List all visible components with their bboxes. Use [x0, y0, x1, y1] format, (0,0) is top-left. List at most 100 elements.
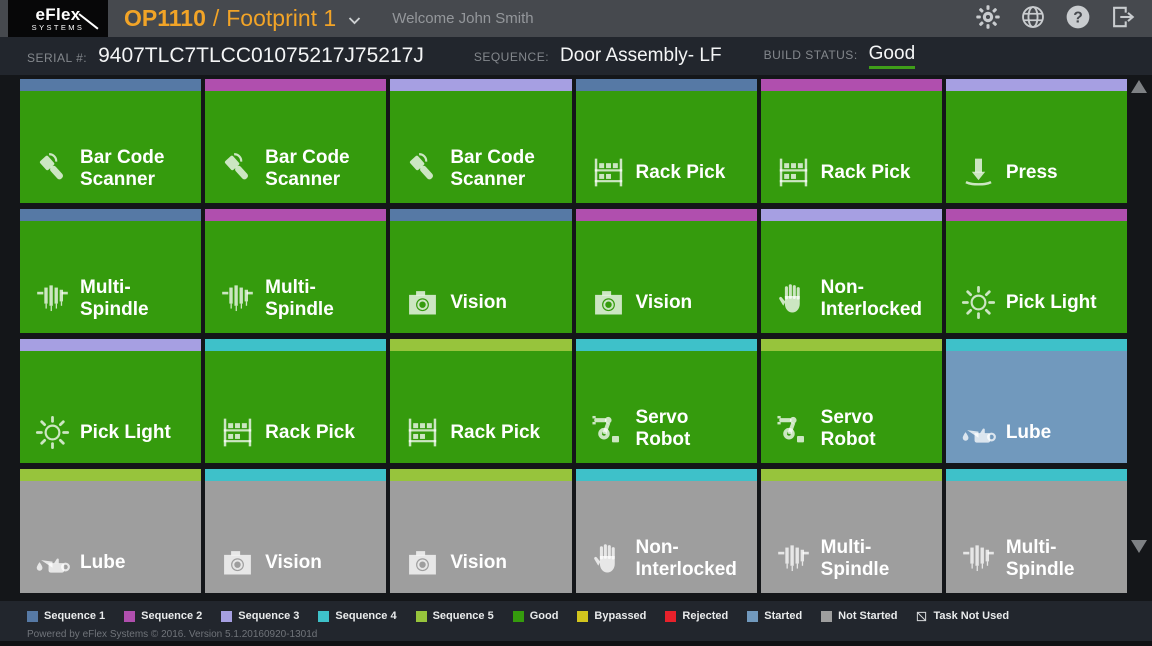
press-icon	[961, 155, 996, 190]
servo-robot-icon	[776, 411, 811, 446]
task-tile[interactable]: Rack Pick	[390, 339, 572, 463]
tile-label: Multi- Spindle	[820, 537, 890, 580]
logout-icon	[1110, 4, 1136, 33]
tile-sequence-stripe	[205, 209, 387, 221]
legend-item: Sequence 4	[318, 610, 397, 622]
tile-content: Rack Pick	[591, 155, 726, 190]
main-area: Bar Code Scanner Bar Code Scanner Bar Co…	[0, 75, 1152, 601]
task-tile[interactable]: Bar Code Scanner	[205, 79, 387, 203]
task-tile[interactable]: Vision	[390, 469, 572, 593]
tile-sequence-stripe	[205, 79, 387, 91]
legend-item: Started	[747, 610, 802, 622]
logout-button[interactable]	[1110, 6, 1136, 32]
non-interlocked-icon	[776, 281, 811, 316]
task-tile[interactable]: Bar Code Scanner	[390, 79, 572, 203]
task-tile[interactable]: Lube	[20, 469, 202, 593]
tile-sequence-stripe	[390, 339, 572, 351]
legend-item: Sequence 5	[415, 610, 494, 622]
task-tile[interactable]: Rack Pick	[760, 79, 942, 203]
tile-label: Press	[1005, 161, 1058, 183]
barcode-scanner-icon	[405, 151, 440, 186]
legend-label: Bypassed	[594, 610, 647, 622]
tile-label: Rack Pick	[265, 421, 355, 443]
help-icon: ?	[1065, 4, 1091, 33]
tile-content: Non- Interlocked	[776, 277, 922, 320]
tile-sequence-stripe	[205, 339, 387, 351]
legend-swatch	[577, 610, 589, 622]
tile-content: Vision	[591, 285, 693, 320]
task-tile[interactable]: Multi- Spindle	[945, 469, 1127, 593]
help-button[interactable]: ?	[1065, 4, 1091, 33]
svg-text:?: ?	[1073, 9, 1083, 26]
legend-label: Good	[529, 610, 559, 622]
task-tile[interactable]: Lube	[945, 339, 1127, 463]
tile-sequence-stripe	[575, 469, 757, 481]
task-not-used-icon	[916, 611, 927, 622]
tile-label: Bar Code Scanner	[450, 147, 535, 190]
header-icons: ?	[975, 4, 1136, 33]
task-tile[interactable]: Servo Robot	[760, 339, 942, 463]
task-tile[interactable]: Vision	[575, 209, 757, 333]
tile-sequence-stripe	[390, 79, 572, 91]
tile-label: Pick Light	[1005, 291, 1097, 313]
tile-sequence-stripe	[575, 79, 757, 91]
tile-content: Non- Interlocked	[591, 537, 737, 580]
task-tile[interactable]: Multi- Spindle	[20, 209, 202, 333]
header: eFlex SYSTEMS OP1110 / Footprint 1 Welco…	[0, 0, 1152, 37]
task-tile[interactable]: Rack Pick	[575, 79, 757, 203]
legend-swatch	[747, 610, 759, 622]
language-button[interactable]	[1020, 6, 1046, 32]
footprint-name: Footprint 1	[226, 5, 337, 31]
task-tile[interactable]: Rack Pick	[205, 339, 387, 463]
multi-spindle-icon	[776, 541, 811, 576]
task-tile[interactable]: Bar Code Scanner	[20, 79, 202, 203]
rack-pick-icon	[220, 415, 255, 450]
non-interlocked-icon	[591, 541, 626, 576]
tile-label: Pick Light	[80, 421, 171, 443]
legend-item: Sequence 1	[27, 610, 105, 622]
tile-content: Bar Code Scanner	[220, 147, 350, 190]
task-tile[interactable]: Non- Interlocked	[760, 209, 942, 333]
legend-item: Rejected	[665, 610, 728, 622]
tile-label: Vision	[635, 291, 693, 313]
task-tile[interactable]: Servo Robot	[575, 339, 757, 463]
task-tile[interactable]: Pick Light	[20, 339, 202, 463]
legend-item: Sequence 3	[221, 610, 299, 622]
task-tile[interactable]: Pick Light	[945, 209, 1127, 333]
station-selector[interactable]: OP1110 / Footprint 1	[124, 5, 362, 32]
tile-label: Lube	[80, 551, 126, 573]
lube-icon	[35, 545, 70, 580]
build-status-label: BUILD STATUS:	[763, 48, 858, 62]
tile-sequence-stripe	[945, 79, 1127, 91]
serial-group: SERIAL #: 9407TLC7TLCC01075217J75217J	[27, 44, 424, 68]
tile-sequence-stripe	[575, 209, 757, 221]
welcome-text: Welcome John Smith	[392, 10, 534, 27]
legend-swatch	[415, 610, 427, 622]
task-tile[interactable]: Vision	[390, 209, 572, 333]
tile-content: Vision	[405, 285, 507, 320]
scroll-rail	[1127, 79, 1152, 601]
legend-item: Sequence 2	[124, 610, 202, 622]
legend-swatch	[221, 610, 233, 622]
settings-button[interactable]	[975, 5, 1001, 32]
lube-icon	[961, 415, 996, 450]
tile-sequence-stripe	[760, 79, 942, 91]
logo-subtext: SYSTEMS	[31, 22, 85, 32]
task-tile[interactable]: Multi- Spindle	[760, 469, 942, 593]
tile-label: Rack Pick	[635, 161, 726, 183]
tile-content: Vision	[220, 545, 322, 580]
sequence-label: SEQUENCE:	[473, 50, 550, 64]
legend-item: Bypassed	[577, 610, 646, 622]
scroll-down-button[interactable]	[1131, 540, 1147, 553]
scroll-up-button[interactable]	[1131, 80, 1147, 93]
task-tile[interactable]: Press	[945, 79, 1127, 203]
build-status-group: BUILD STATUS: Good	[764, 43, 916, 69]
tile-label: Multi- Spindle	[1005, 537, 1075, 580]
task-tile[interactable]: Non- Interlocked	[575, 469, 757, 593]
tile-content: Pick Light	[961, 285, 1097, 320]
task-tile[interactable]: Multi- Spindle	[205, 209, 387, 333]
task-tile[interactable]: Vision	[205, 469, 387, 593]
multi-spindle-icon	[35, 281, 70, 316]
tile-content: Rack Pick	[776, 155, 910, 190]
tile-label: Non- Interlocked	[820, 277, 923, 320]
